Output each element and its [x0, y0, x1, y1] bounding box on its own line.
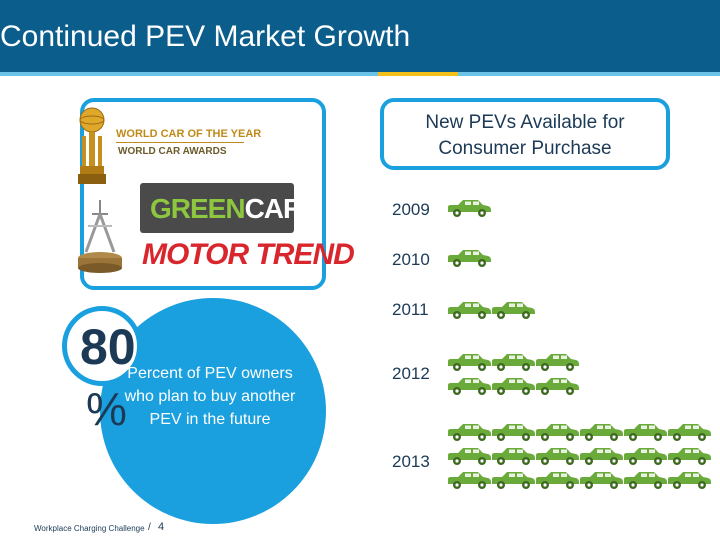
- world-car-logo-divider: [116, 142, 244, 143]
- car-icon: [446, 300, 492, 320]
- car-icon: [446, 198, 492, 218]
- car-icon: [446, 446, 492, 466]
- year-label-2012: 2012: [392, 364, 430, 383]
- motor-trend-logo: MOTOR TREND: [140, 238, 355, 274]
- motor-trend-logo-text: MOTOR TREND: [142, 238, 355, 271]
- header-divider: [0, 72, 720, 76]
- header-accent-bar: [378, 72, 458, 76]
- stat-ring: [62, 306, 142, 386]
- car-icon: [534, 470, 580, 490]
- stat-unit: %: [86, 383, 127, 435]
- car-icon: [490, 352, 536, 372]
- green-car-logo-part2: CAR: [244, 193, 304, 224]
- car-icon: [578, 446, 624, 466]
- car-icon: [534, 446, 580, 466]
- car-icon: [490, 376, 536, 396]
- car-icon: [446, 248, 492, 268]
- car-icon: [446, 422, 492, 442]
- footer-label: Workplace Charging Challenge: [34, 524, 145, 533]
- car-icon: [622, 446, 668, 466]
- car-icon: [578, 422, 624, 442]
- car-icon: [446, 376, 492, 396]
- year-label-2011: 2011: [392, 300, 429, 319]
- footer-separator: /: [148, 522, 151, 533]
- stat-description: Percent of PEV owners who plan to buy an…: [124, 365, 296, 428]
- car-icon: [490, 422, 536, 442]
- car-icon: [446, 352, 492, 372]
- car-icon: [446, 470, 492, 490]
- car-icon: [490, 300, 536, 320]
- silver-trophy-icon: [78, 200, 122, 273]
- new-pevs-panel: [380, 98, 670, 170]
- page-number: 4: [158, 521, 165, 533]
- car-icon: [534, 376, 580, 396]
- header-band: [0, 0, 720, 72]
- car-icon: [666, 470, 712, 490]
- year-label-2009: 2009: [392, 200, 430, 219]
- year-label-2010: 2010: [392, 250, 430, 269]
- gold-trophy-icon: [78, 107, 106, 184]
- car-icon: [534, 352, 580, 372]
- car-icon: [666, 422, 712, 442]
- stat-value: 80: [80, 319, 136, 375]
- green-car-logo-text: GREENCAR: [150, 193, 304, 225]
- car-icon: [622, 422, 668, 442]
- green-car-logo: GREENCAR: [140, 183, 303, 233]
- new-pevs-heading: New PEVs Available for Consumer Purchase: [425, 112, 625, 159]
- world-car-logo-line2: WORLD CAR AWARDS: [118, 146, 227, 157]
- year-label-2013: 2013: [392, 452, 430, 471]
- page-title: Continued PEV Market Growth: [0, 20, 411, 53]
- car-icon: [490, 446, 536, 466]
- world-car-of-the-year-logo: WORLD CAR OF THE YEAR WORLD CAR AWARDS: [116, 125, 261, 165]
- car-icon: [534, 422, 580, 442]
- green-car-logo-part1: GREEN: [150, 193, 246, 224]
- car-icon: [622, 470, 668, 490]
- car-icon: [666, 446, 712, 466]
- world-car-logo-line1: WORLD CAR OF THE YEAR: [116, 128, 262, 140]
- car-icon: [578, 470, 624, 490]
- car-icon: [490, 470, 536, 490]
